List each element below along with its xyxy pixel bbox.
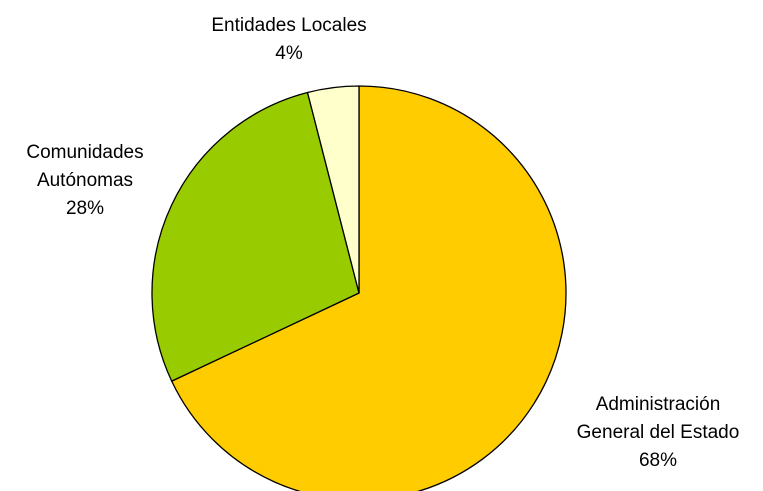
pie-slice-2 [306,85,360,294]
pie-slices [151,85,567,491]
slice-category-label: Autónomas [37,170,133,191]
slice-category-label: Entidades Locales [211,15,366,36]
pie-slice-1 [151,91,360,382]
slice-label-1: Comunidades Autónomas 28% [26,142,143,219]
slice-category-label: Administración [596,394,721,415]
slice-category-label: General del Estado [577,422,740,443]
slice-value-label: 68% [639,450,677,471]
slice-value-label: 28% [66,198,104,219]
slice-value-label: 4% [275,43,303,64]
slice-label-0: Administración General del Estado 68% [577,394,740,471]
slice-label-2: Entidades Locales 4% [211,15,366,64]
slice-labels: Administración General del Estado 68% Comun… [26,15,739,471]
slice-category-label: Comunidades [26,142,143,163]
pie-slice-0 [171,85,567,491]
